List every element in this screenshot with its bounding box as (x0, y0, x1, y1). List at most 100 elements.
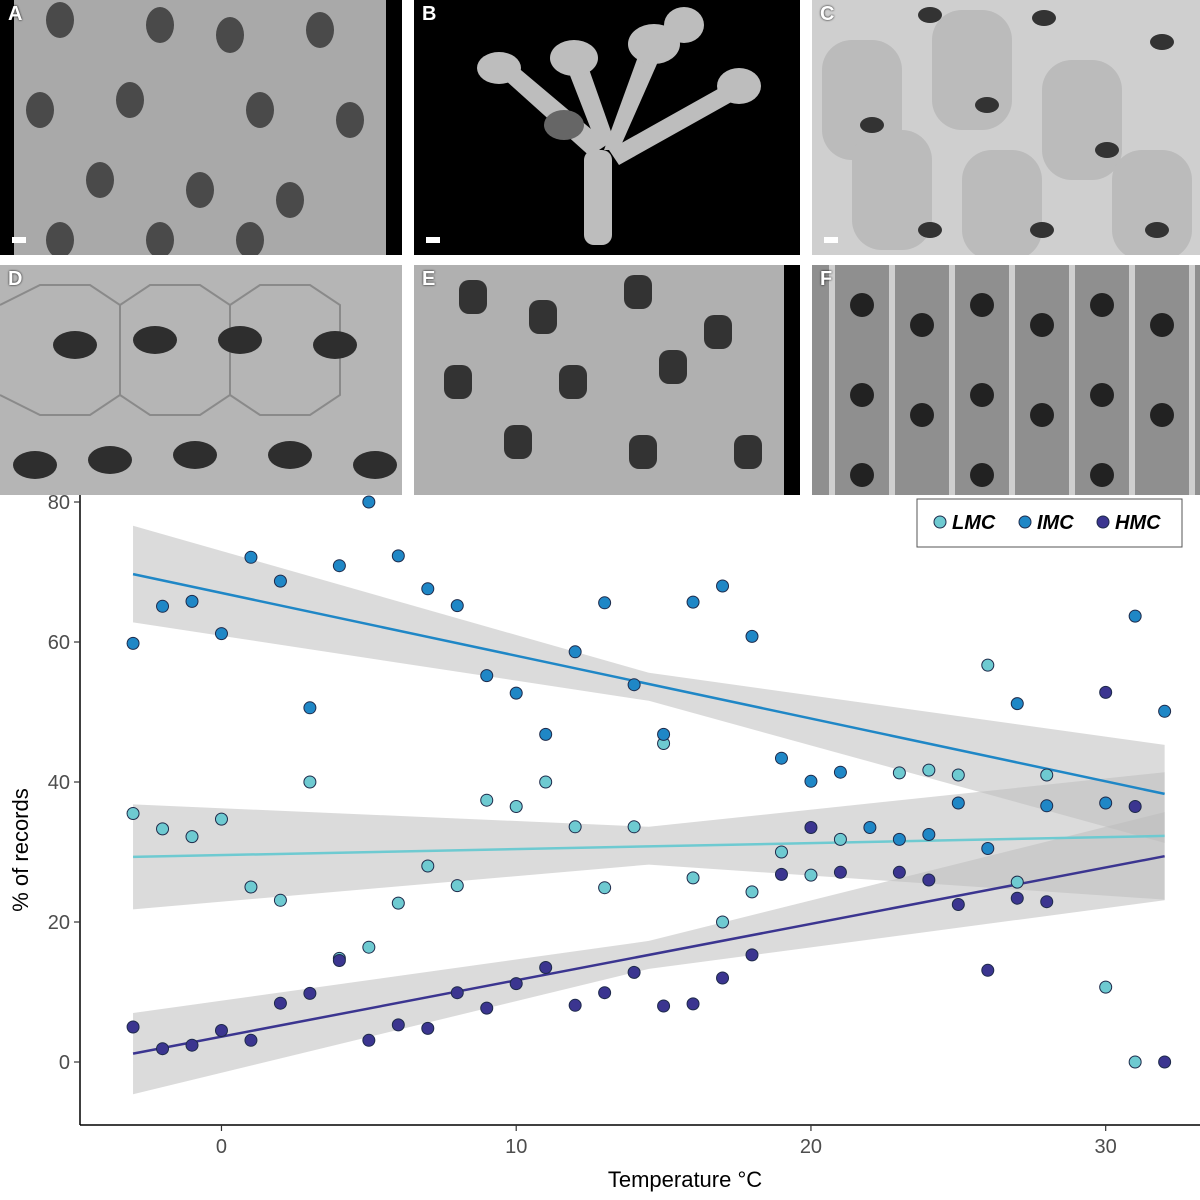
y-tick-label: 20 (48, 912, 70, 934)
point-hmc (686, 997, 700, 1011)
point-hmc (391, 1018, 405, 1032)
point-lmc (627, 820, 641, 834)
scatter-chart: 0 10 20 30 0 20 40 60 80 Temperature °C % of rec… (0, 495, 1200, 1200)
point-lmc (598, 881, 612, 895)
point-imc (892, 832, 906, 846)
point-lmc (244, 880, 258, 894)
point-imc (774, 751, 788, 765)
confidence-band-hmc (133, 812, 1165, 1095)
point-hmc (1158, 1055, 1172, 1069)
point-hmc (1040, 895, 1054, 909)
micrograph-panel-c: C (812, 0, 1200, 255)
point-hmc (804, 821, 818, 834)
legend-label-lmc: LMC (952, 512, 996, 534)
point-lmc (833, 832, 847, 846)
point-lmc (922, 763, 936, 777)
point-hmc (244, 1033, 258, 1047)
micrograph-panels: A B (0, 0, 1200, 495)
point-lmc (1099, 980, 1113, 994)
point-imc (214, 627, 228, 641)
micrograph-panel-b: B (414, 0, 800, 255)
point-imc (273, 574, 287, 588)
data-points (126, 495, 1172, 1069)
point-imc (480, 669, 494, 683)
point-lmc (1128, 1055, 1142, 1069)
point-hmc (922, 873, 936, 887)
point-lmc (804, 868, 818, 882)
panel-letter-b: B (422, 3, 437, 25)
point-hmc (273, 996, 287, 1010)
point-lmc (391, 896, 405, 910)
point-hmc (156, 1042, 170, 1056)
legend-label-imc: IMC (1037, 512, 1074, 534)
point-hmc (1128, 800, 1142, 813)
point-lmc (951, 768, 965, 782)
point-lmc (273, 893, 287, 907)
point-imc (745, 629, 759, 643)
point-lmc (1010, 875, 1024, 889)
point-lmc (745, 885, 759, 899)
point-lmc (774, 845, 788, 859)
point-lmc (126, 807, 140, 820)
point-imc (804, 774, 818, 788)
point-hmc (1010, 891, 1024, 905)
micrograph-panel-a: A (0, 0, 402, 255)
point-lmc (568, 820, 582, 834)
point-hmc (598, 986, 612, 1000)
x-axis-title: Temperature °C (608, 1167, 762, 1192)
point-imc (833, 765, 847, 779)
point-lmc (716, 915, 730, 929)
panel-f-image (812, 265, 1200, 495)
point-imc (156, 599, 170, 613)
point-imc (421, 582, 435, 596)
panel-e-image (414, 265, 800, 495)
legend-label-hmc: HMC (1115, 512, 1161, 534)
point-hmc (362, 1033, 376, 1047)
point-hmc (568, 998, 582, 1012)
point-imc (244, 550, 258, 564)
point-imc (332, 559, 346, 573)
point-imc (362, 495, 376, 509)
point-hmc (774, 867, 788, 881)
axis-ticks: 0 10 20 30 0 20 40 60 80 (48, 495, 1117, 1158)
panel-letter-a: A (8, 3, 23, 25)
point-lmc (421, 859, 435, 873)
point-lmc (892, 766, 906, 780)
point-hmc (951, 898, 965, 911)
point-lmc (981, 658, 995, 672)
point-hmc (833, 865, 847, 879)
point-imc (716, 579, 730, 593)
scale-bar (12, 237, 26, 243)
y-axis-title: % of records (8, 788, 33, 912)
y-tick-label: 60 (48, 632, 70, 654)
x-tick-label: 30 (1095, 1136, 1117, 1158)
trend-line-imc (132, 572, 1165, 796)
chart-canvas: 0 10 20 30 0 20 40 60 80 Temperature °C % of rec… (8, 495, 1200, 1192)
point-hmc (539, 961, 553, 974)
panel-c-image (812, 0, 1200, 255)
panel-letter-c: C (820, 3, 835, 25)
trend-line-lmc (133, 834, 1165, 859)
point-imc (627, 678, 641, 692)
point-imc (1158, 704, 1172, 718)
point-hmc (509, 977, 523, 991)
point-imc (185, 594, 199, 608)
y-tick-label: 0 (59, 1052, 70, 1074)
point-lmc (362, 940, 376, 954)
panel-letter-d: D (8, 268, 23, 290)
point-lmc (539, 775, 553, 789)
point-hmc (185, 1038, 199, 1052)
point-imc (863, 821, 877, 834)
x-tick-label: 20 (800, 1136, 822, 1158)
point-lmc (303, 775, 317, 789)
point-lmc (480, 793, 494, 807)
point-hmc (126, 1020, 140, 1034)
micrograph-panel-d: D (0, 265, 402, 495)
point-lmc (686, 871, 700, 885)
point-imc (922, 828, 936, 841)
trend-line-hmc (132, 854, 1165, 1055)
y-tick-label: 80 (48, 495, 70, 514)
point-imc (509, 686, 523, 700)
scale-bar (426, 237, 440, 243)
point-imc (303, 701, 317, 715)
